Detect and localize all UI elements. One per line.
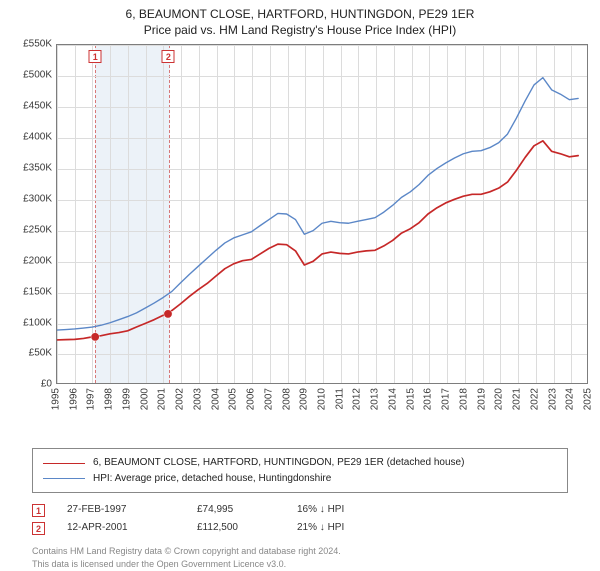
y-axis-label: £50K: [8, 348, 52, 359]
x-axis-label: 2002: [175, 388, 186, 410]
y-axis-label: £550K: [8, 39, 52, 50]
y-axis-label: £500K: [8, 70, 52, 81]
y-axis-label: £150K: [8, 286, 52, 297]
sale-table: 1 27-FEB-1997 £74,995 16% ↓ HPI 2 12-APR…: [32, 501, 568, 537]
x-axis-label: 2000: [139, 388, 150, 410]
x-axis-label: 2013: [370, 388, 381, 410]
x-axis-label: 2018: [458, 388, 469, 410]
y-axis-label: £400K: [8, 132, 52, 143]
footer: Contains HM Land Registry data © Crown c…: [32, 545, 568, 570]
event-marker: 1: [89, 50, 102, 63]
x-axis-label: 2004: [210, 388, 221, 410]
sale-price-1: £74,995: [197, 501, 297, 519]
x-axis-label: 2012: [352, 388, 363, 410]
x-axis-label: 2019: [476, 388, 487, 410]
event-marker: 2: [162, 50, 175, 63]
x-axis-label: 1995: [51, 388, 62, 410]
sale-point: [164, 310, 172, 318]
sale-delta-2: 21% ↓ HPI: [297, 519, 417, 537]
x-axis-label: 2008: [281, 388, 292, 410]
series-hpi: [57, 78, 578, 331]
x-axis-label: 1996: [68, 388, 79, 410]
sale-date-2: 12-APR-2001: [67, 519, 197, 537]
title-block: 6, BEAUMONT CLOSE, HARTFORD, HUNTINGDON,…: [8, 6, 592, 38]
sale-marker-1: 1: [32, 504, 45, 517]
x-axis-label: 1999: [121, 388, 132, 410]
legend-label-series-2: HPI: Average price, detached house, Hunt…: [93, 471, 331, 487]
x-axis-label: 2014: [387, 388, 398, 410]
x-axis-label: 2003: [192, 388, 203, 410]
x-axis-label: 2024: [565, 388, 576, 410]
x-axis-label: 1998: [104, 388, 115, 410]
y-axis-label: £200K: [8, 255, 52, 266]
x-axis-label: 2015: [405, 388, 416, 410]
sale-row-2: 2 12-APR-2001 £112,500 21% ↓ HPI: [32, 519, 568, 537]
legend-swatch-series-1: [43, 463, 85, 464]
y-axis-label: £300K: [8, 193, 52, 204]
y-axis-label: £250K: [8, 224, 52, 235]
x-axis-label: 2022: [529, 388, 540, 410]
title-main: 6, BEAUMONT CLOSE, HARTFORD, HUNTINGDON,…: [8, 6, 592, 22]
legend-row-series-2: HPI: Average price, detached house, Hunt…: [43, 471, 557, 487]
x-axis-label: 2005: [228, 388, 239, 410]
sale-price-2: £112,500: [197, 519, 297, 537]
title-sub: Price paid vs. HM Land Registry's House …: [8, 22, 592, 38]
x-axis-label: 2023: [547, 388, 558, 410]
x-axis-label: 2025: [583, 388, 594, 410]
x-axis-label: 2009: [299, 388, 310, 410]
x-axis-label: 2020: [494, 388, 505, 410]
x-axis-label: 2006: [246, 388, 257, 410]
legend: 6, BEAUMONT CLOSE, HARTFORD, HUNTINGDON,…: [32, 448, 568, 493]
sale-date-1: 27-FEB-1997: [67, 501, 197, 519]
sale-row-1: 1 27-FEB-1997 £74,995 16% ↓ HPI: [32, 501, 568, 519]
legend-swatch-series-2: [43, 478, 85, 479]
x-axis-label: 1997: [86, 388, 97, 410]
x-axis-label: 2011: [334, 388, 345, 410]
plot-svg: [57, 45, 587, 383]
x-axis-label: 2007: [263, 388, 274, 410]
y-axis-label: £0: [8, 379, 52, 390]
sale-point: [91, 333, 99, 341]
chart: 1 2 £0 £50K £100K £150K £200K £250K £300K £350K £…: [8, 44, 592, 414]
sale-delta-1: 16% ↓ HPI: [297, 501, 417, 519]
legend-label-series-1: 6, BEAUMONT CLOSE, HARTFORD, HUNTINGDON,…: [93, 455, 464, 471]
y-axis-label: £450K: [8, 101, 52, 112]
y-axis-label: £350K: [8, 163, 52, 174]
x-axis-label: 2010: [317, 388, 328, 410]
x-axis-label: 2001: [157, 388, 168, 410]
x-axis-label: 2016: [423, 388, 434, 410]
legend-row-series-1: 6, BEAUMONT CLOSE, HARTFORD, HUNTINGDON,…: [43, 455, 557, 471]
sale-marker-2: 2: [32, 522, 45, 535]
x-axis-label: 2017: [441, 388, 452, 410]
series-price_paid: [57, 141, 578, 340]
x-axis-label: 2021: [512, 388, 523, 410]
footer-line-1: Contains HM Land Registry data © Crown c…: [32, 545, 568, 558]
y-axis-label: £100K: [8, 317, 52, 328]
